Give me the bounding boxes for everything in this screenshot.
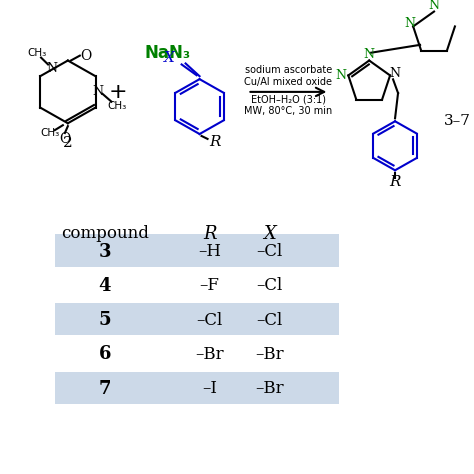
Text: R: R	[203, 225, 216, 243]
Text: –Cl: –Cl	[256, 243, 283, 260]
Text: –F: –F	[200, 277, 219, 294]
Text: EtOH–H₂O (3:1): EtOH–H₂O (3:1)	[251, 95, 326, 105]
Text: –I: –I	[202, 380, 217, 397]
Text: 3–7: 3–7	[444, 114, 470, 128]
Text: –Cl: –Cl	[196, 312, 223, 328]
Text: R: R	[209, 135, 220, 149]
Text: N: N	[336, 69, 347, 82]
Text: –Cl: –Cl	[256, 277, 283, 294]
Text: 4: 4	[99, 277, 111, 295]
Text: 7: 7	[99, 380, 111, 398]
Text: O: O	[59, 132, 71, 146]
Text: CH₃: CH₃	[27, 48, 46, 58]
Text: N: N	[405, 17, 416, 30]
Bar	[55, 372, 339, 404]
Text: 3: 3	[99, 243, 111, 261]
Text: Cu/Al mixed oxide: Cu/Al mixed oxide	[245, 77, 332, 87]
Text: 2: 2	[63, 136, 73, 150]
Text: CH₃: CH₃	[108, 100, 127, 110]
Text: +: +	[109, 82, 127, 102]
Text: –Br: –Br	[255, 380, 284, 397]
Text: sodium ascorbate: sodium ascorbate	[245, 65, 332, 75]
Text: 6: 6	[99, 346, 111, 364]
Text: –Br: –Br	[195, 346, 224, 363]
Text: R: R	[389, 175, 401, 189]
Text: CH₃: CH₃	[40, 128, 60, 138]
Bar	[55, 303, 339, 336]
Text: N: N	[390, 67, 401, 80]
Text: 5: 5	[99, 311, 111, 329]
Text: N: N	[364, 48, 374, 61]
Text: –H: –H	[198, 243, 221, 260]
Text: N: N	[46, 62, 57, 75]
Text: N: N	[428, 0, 439, 12]
Bar	[55, 235, 339, 267]
Text: N: N	[92, 85, 103, 99]
Text: compound: compound	[61, 226, 149, 243]
Text: –Br: –Br	[255, 346, 284, 363]
Text: O: O	[80, 49, 91, 63]
Text: X: X	[263, 225, 276, 243]
Text: X: X	[164, 51, 175, 64]
Text: MW, 80°C, 30 min: MW, 80°C, 30 min	[244, 107, 332, 117]
Text: –Cl: –Cl	[256, 312, 283, 328]
Text: NaN₃: NaN₃	[145, 44, 191, 62]
